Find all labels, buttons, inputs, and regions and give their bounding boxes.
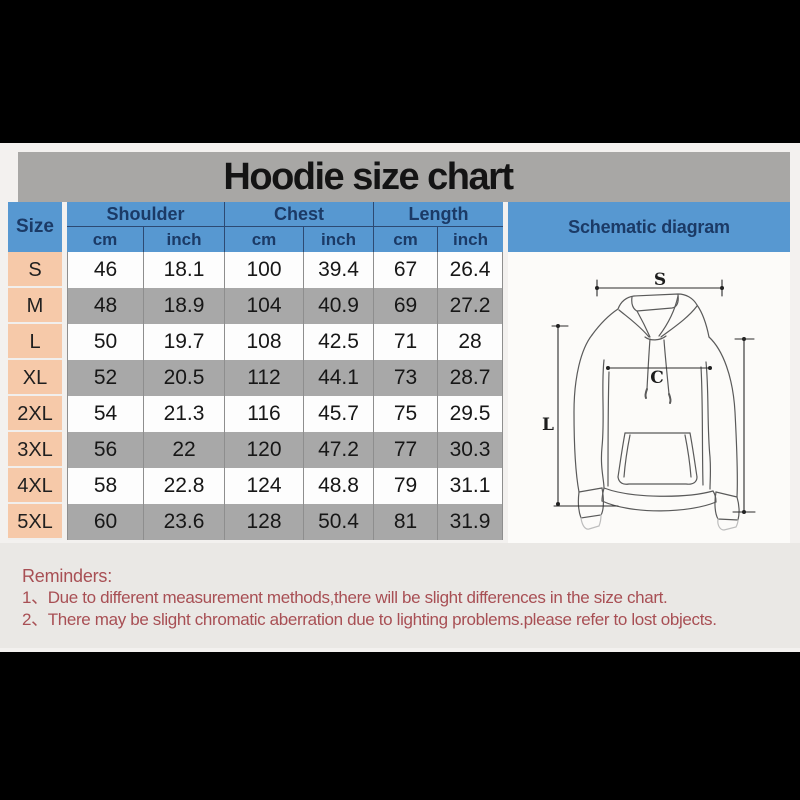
value-cell: 44.1 <box>303 360 373 396</box>
size-label: M <box>8 288 62 324</box>
reminders-heading: Reminders: <box>22 566 113 586</box>
table-row: 2XL 54 21.3 116 45.7 75 29.5 <box>0 396 520 432</box>
table-row: 5XL 60 23.6 128 50.4 81 31.9 <box>0 504 520 540</box>
value-cell: 45.7 <box>303 396 373 432</box>
value-cell: 108 <box>224 324 303 360</box>
value-cell: 79 <box>373 468 437 504</box>
hoodie-schematic-drawing: S C L <box>542 270 756 531</box>
value-cell: 48 <box>67 288 143 324</box>
table-row: L 50 19.7 108 42.5 71 28 <box>0 324 520 360</box>
header-schematic: Schematic diagram <box>508 202 790 252</box>
value-cell: 50 <box>67 324 143 360</box>
header-group-length: Length <box>373 202 503 227</box>
title-band: Hoodie size chart <box>18 152 790 202</box>
value-cell: 39.4 <box>303 252 373 288</box>
value-cell: 31.1 <box>437 468 503 504</box>
value-cell: 47.2 <box>303 432 373 468</box>
value-cell: 30.3 <box>437 432 503 468</box>
letterbox-top <box>0 0 800 143</box>
value-cell: 50.4 <box>303 504 373 540</box>
value-cell: 58 <box>67 468 143 504</box>
value-cell: 31.9 <box>437 504 503 540</box>
header-unit-chest-cm: cm <box>224 227 303 252</box>
size-label: 5XL <box>8 504 62 540</box>
dim-label-shoulder: S <box>654 270 666 290</box>
size-label: L <box>8 324 62 360</box>
value-cell: 18.9 <box>143 288 224 324</box>
value-cell: 56 <box>67 432 143 468</box>
reminder-item-1: 1、Due to different measurement methods,t… <box>22 588 668 607</box>
value-cell: 23.6 <box>143 504 224 540</box>
value-cell: 22 <box>143 432 224 468</box>
value-cell: 27.2 <box>437 288 503 324</box>
page-title: Hoodie size chart <box>223 156 514 198</box>
header-unit-shoulder-inch: inch <box>143 227 224 252</box>
header-unit-chest-inch: inch <box>303 227 373 252</box>
schematic-panel: S C L <box>508 252 790 543</box>
value-cell: 40.9 <box>303 288 373 324</box>
size-label: XL <box>8 360 62 396</box>
header-group-chest: Chest <box>224 202 373 227</box>
value-cell: 18.1 <box>143 252 224 288</box>
size-label: 3XL <box>8 432 62 468</box>
table-row: XL 52 20.5 112 44.1 73 28.7 <box>0 360 520 396</box>
table-row: M 48 18.9 104 40.9 69 27.2 <box>0 288 520 324</box>
value-cell: 19.7 <box>143 324 224 360</box>
dim-label-chest: C <box>650 368 664 388</box>
size-label: 2XL <box>8 396 62 432</box>
value-cell: 26.4 <box>437 252 503 288</box>
value-cell: 52 <box>67 360 143 396</box>
value-cell: 48.8 <box>303 468 373 504</box>
value-cell: 67 <box>373 252 437 288</box>
letterbox-bottom <box>0 652 800 800</box>
value-cell: 71 <box>373 324 437 360</box>
header-unit-length-cm: cm <box>373 227 437 252</box>
value-cell: 120 <box>224 432 303 468</box>
value-cell: 69 <box>373 288 437 324</box>
value-cell: 73 <box>373 360 437 396</box>
value-cell: 112 <box>224 360 303 396</box>
table-row: 4XL 58 22.8 124 48.8 79 31.1 <box>0 468 520 504</box>
size-chart-card: Hoodie size chart Size Shoulder Chest Le… <box>0 143 800 652</box>
reminders-block: Reminders: 1、Due to different measuremen… <box>22 565 717 631</box>
value-cell: 128 <box>224 504 303 540</box>
size-label: 4XL <box>8 468 62 504</box>
value-cell: 28 <box>437 324 503 360</box>
value-cell: 22.8 <box>143 468 224 504</box>
value-cell: 75 <box>373 396 437 432</box>
value-cell: 60 <box>67 504 143 540</box>
value-cell: 42.5 <box>303 324 373 360</box>
value-cell: 28.7 <box>437 360 503 396</box>
value-cell: 116 <box>224 396 303 432</box>
header-group-shoulder: Shoulder <box>67 202 224 227</box>
value-cell: 46 <box>67 252 143 288</box>
reminder-band: Reminders: 1、Due to different measuremen… <box>0 543 800 648</box>
value-cell: 124 <box>224 468 303 504</box>
reminder-item-2: 2、There may be slight chromatic aberrati… <box>22 610 717 629</box>
dim-label-length: L <box>542 415 554 435</box>
table-row: 3XL 56 22 120 47.2 77 30.3 <box>0 432 520 468</box>
value-cell: 54 <box>67 396 143 432</box>
value-cell: 104 <box>224 288 303 324</box>
value-cell: 100 <box>224 252 303 288</box>
header-unit-shoulder-cm: cm <box>67 227 143 252</box>
value-cell: 29.5 <box>437 396 503 432</box>
value-cell: 21.3 <box>143 396 224 432</box>
value-cell: 81 <box>373 504 437 540</box>
value-cell: 20.5 <box>143 360 224 396</box>
header-unit-length-inch: inch <box>437 227 503 252</box>
table-row: S 46 18.1 100 39.4 67 26.4 <box>0 252 520 288</box>
header-size: Size <box>8 202 62 252</box>
value-cell: 77 <box>373 432 437 468</box>
size-label: S <box>8 252 62 288</box>
